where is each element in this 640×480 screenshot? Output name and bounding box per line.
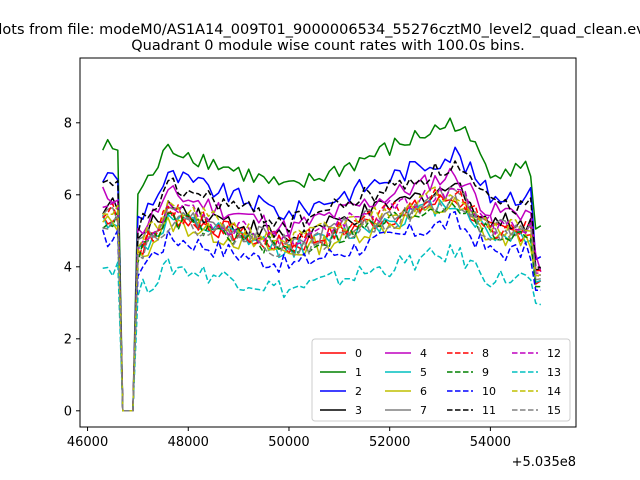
series-line-13 (102, 244, 541, 412)
axes-frame (79, 57, 577, 428)
legend-label-7: 7 (420, 404, 427, 417)
series-line-11 (102, 160, 541, 412)
series-line-1 (102, 117, 542, 412)
legend-label-10: 10 (482, 385, 496, 398)
legend-frame (311, 338, 571, 422)
x-tick-label: 50000 (268, 435, 309, 450)
series-line-7 (102, 186, 541, 412)
series-line-9 (102, 200, 541, 412)
legend-label-15: 15 (547, 404, 561, 417)
x-axis: 46000 48000 50000 52000 54000 (67, 427, 511, 450)
chart-title: Quadrant 0 module wise count rates with … (131, 38, 525, 54)
series-line-10 (101, 210, 541, 412)
series-line-4 (102, 167, 542, 412)
series-line-14 (102, 186, 541, 412)
y-tick-label: 2 (64, 332, 72, 347)
y-tick-label: 8 (64, 116, 72, 131)
x-tick-label: 54000 (470, 435, 511, 450)
legend-label-8: 8 (482, 347, 489, 360)
x-tick-label: 46000 (67, 435, 108, 450)
legend-label-2: 2 (355, 385, 362, 398)
legend-label-13: 13 (547, 366, 561, 379)
legend-label-9: 9 (482, 366, 489, 379)
legend-label-1: 1 (355, 366, 362, 379)
x-tick-label: 52000 (369, 435, 410, 450)
legend-label-3: 3 (355, 404, 362, 417)
x-tick-label: 48000 (168, 435, 209, 450)
y-tick-label: 4 (64, 260, 72, 275)
y-tick-label: 0 (64, 404, 72, 419)
series-line-12 (102, 186, 541, 412)
legend-label-4: 4 (420, 347, 427, 360)
legend-label-12: 12 (547, 347, 561, 360)
y-tick-label: 6 (64, 188, 72, 203)
series-line-8 (102, 188, 541, 412)
figure-suptitle: Plots from file: modeM0/AS1A14_009T01_90… (0, 22, 640, 38)
x-offset-label: +5.035e8 (512, 455, 576, 470)
legend-label-5: 5 (420, 366, 427, 379)
legend-label-6: 6 (420, 385, 427, 398)
legend-label-14: 14 (547, 385, 561, 398)
y-axis: 0 2 4 6 8 (64, 116, 80, 419)
series-line-2 (102, 146, 542, 412)
series-layer (101, 117, 542, 412)
legend-label-0: 0 (355, 347, 362, 360)
legend-label-11: 11 (482, 404, 496, 417)
